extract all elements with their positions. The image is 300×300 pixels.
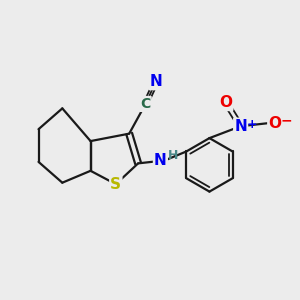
Text: N: N	[150, 74, 162, 89]
Text: H: H	[168, 148, 178, 162]
Text: S: S	[110, 177, 121, 192]
Text: O: O	[219, 95, 232, 110]
Text: −: −	[281, 114, 292, 128]
Text: O: O	[268, 116, 281, 131]
Text: N: N	[234, 119, 247, 134]
Text: +: +	[247, 118, 257, 131]
Text: N: N	[154, 153, 167, 168]
Text: C: C	[140, 97, 151, 111]
